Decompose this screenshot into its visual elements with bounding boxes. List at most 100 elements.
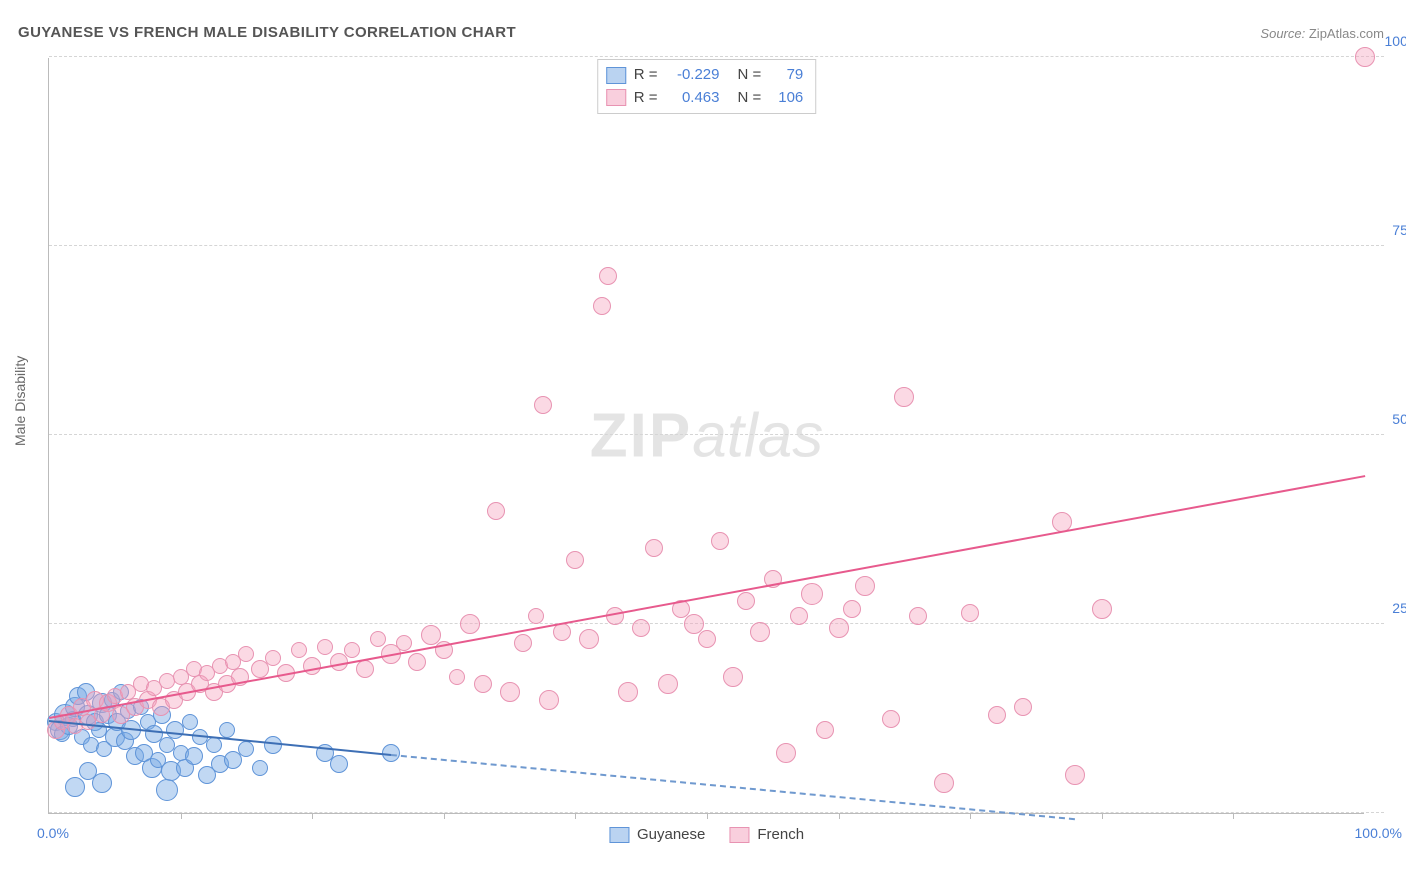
data-point [534,396,552,414]
data-point [645,539,663,557]
data-point [750,622,770,642]
x-axis-max-label: 100.0% [1355,825,1402,841]
data-point [514,634,532,652]
x-tick [707,813,708,819]
y-tick-label: 25.0% [1392,600,1406,616]
data-point [816,721,834,739]
data-point [252,760,268,776]
data-point [474,675,492,693]
data-point [303,657,321,675]
data-point [632,619,650,637]
correlation-legend: R = -0.229 N = 79 R = 0.463 N = 106 [597,59,817,114]
x-tick [1102,813,1103,819]
data-point [658,674,678,694]
watermark: ZIPatlas [590,400,823,471]
data-point [961,604,979,622]
data-point [618,682,638,702]
r-value: -0.229 [666,64,720,87]
x-tick [970,813,971,819]
y-tick-label: 75.0% [1392,222,1406,238]
y-tick-label: 50.0% [1392,411,1406,427]
watermark-zip: ZIP [590,401,692,470]
x-tick [839,813,840,819]
source-value: ZipAtlas.com [1309,26,1384,41]
r-label: R = [634,64,658,87]
data-point [790,607,808,625]
x-axis-min-label: 0.0% [37,825,69,841]
gridline [49,434,1384,435]
gridline [49,245,1384,246]
swatch-blue [609,827,629,843]
n-label: N = [738,64,762,87]
data-point [238,741,254,757]
data-point [843,600,861,618]
data-point [265,650,281,666]
data-point [882,710,900,728]
legend-row-french: R = 0.463 N = 106 [606,87,804,110]
data-point [487,502,505,520]
swatch-blue [606,67,626,84]
data-point [737,592,755,610]
data-point [65,777,85,797]
data-point [344,642,360,658]
data-point [934,773,954,793]
data-point [894,387,914,407]
data-point [370,631,386,647]
data-point [579,629,599,649]
data-point [396,635,412,651]
data-point [460,614,480,634]
data-point [599,267,617,285]
data-point [711,532,729,550]
data-point [723,667,743,687]
swatch-pink [729,827,749,843]
x-tick [575,813,576,819]
data-point [1065,765,1085,785]
legend-label: Guyanese [637,826,705,843]
data-point [500,682,520,702]
swatch-pink [606,89,626,106]
data-point [1014,698,1032,716]
data-point [449,669,465,685]
data-point [238,646,254,662]
scatter-plot-area: ZIPatlas R = -0.229 N = 79 R = 0.463 N =… [48,58,1364,814]
data-point [1092,599,1112,619]
x-tick [444,813,445,819]
chart-title: GUYANESE VS FRENCH MALE DISABILITY CORRE… [18,24,516,41]
n-value: 106 [769,87,803,110]
trend-line [391,754,1076,820]
data-point [156,779,178,801]
data-point [528,608,544,624]
n-value: 79 [769,64,803,87]
n-label: N = [738,87,762,110]
data-point [909,607,927,625]
data-point [330,755,348,773]
gridline [49,812,1384,813]
series-legend: Guyanese French [609,826,804,843]
data-point [566,551,584,569]
legend-label: French [757,826,804,843]
data-point [829,618,849,638]
y-tick-label: 100.0% [1385,33,1406,49]
data-point [92,773,112,793]
data-point [593,297,611,315]
data-point [408,653,426,671]
trend-line [49,475,1365,719]
data-point [698,630,716,648]
data-point [988,706,1006,724]
data-point [776,743,796,763]
r-label: R = [634,87,658,110]
data-point [206,737,222,753]
legend-row-guyanese: R = -0.229 N = 79 [606,64,804,87]
data-point [855,576,875,596]
gridline [49,623,1384,624]
x-tick [181,813,182,819]
watermark-atlas: atlas [692,401,823,470]
data-point [801,583,823,605]
source-label: Source: [1260,26,1305,41]
data-point [291,642,307,658]
legend-item-french: French [729,826,804,843]
r-value: 0.463 [666,87,720,110]
y-axis-label: Male Disability [12,356,28,446]
data-point [185,747,203,765]
data-point [539,690,559,710]
